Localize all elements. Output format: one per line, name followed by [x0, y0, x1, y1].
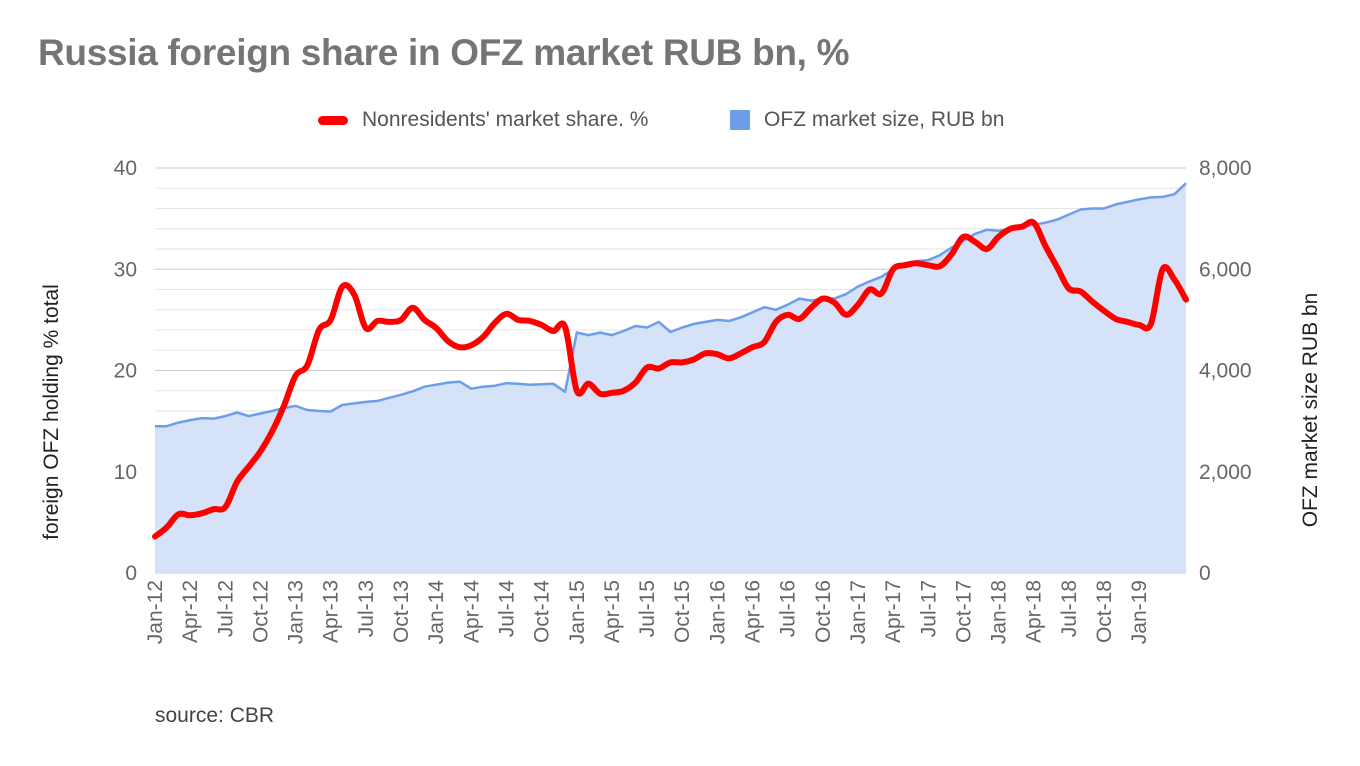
legend-label-market-size: OFZ market size, RUB bn: [764, 108, 1005, 131]
x-axis-ticks: Jan-12 Apr-12 Jul-12 Oct-12 Jan-13 Apr-13 Jul-…: [144, 580, 1151, 645]
x-tick-label: Jul-13: [355, 580, 378, 637]
x-tick-label: Jul-16: [777, 580, 800, 637]
left-tick-label: 40: [114, 157, 137, 180]
market-size-area-fill: [155, 183, 1186, 573]
x-tick-label: Apr-16: [742, 580, 765, 643]
x-tick-label: Apr-17: [882, 580, 905, 643]
x-tick-label: Jan-16: [706, 580, 729, 644]
left-tick-label: 20: [114, 360, 137, 383]
left-tick-label: 30: [114, 258, 137, 281]
x-tick-label: Oct-15: [671, 580, 694, 643]
legend-item-share[interactable]: Nonresidents' market share. %: [318, 100, 648, 140]
source-note: source: CBR: [155, 704, 275, 727]
x-tick-label: Jan-13: [285, 580, 308, 644]
x-tick-label: Oct-17: [952, 580, 975, 643]
left-axis-ticks: 0 10 20 30 40: [114, 157, 137, 585]
x-tick-label: Apr-18: [1023, 580, 1046, 643]
x-tick-label: Jan-15: [566, 580, 589, 644]
x-tick-label: Apr-12: [179, 580, 202, 643]
x-tick-label: Oct-12: [249, 580, 272, 643]
x-tick-label: Jul-12: [214, 580, 237, 637]
x-tick-label: Oct-16: [812, 580, 835, 643]
right-tick-label: 2,000: [1199, 461, 1252, 484]
x-tick-label: Oct-13: [390, 580, 413, 643]
left-tick-label: 10: [114, 461, 137, 484]
left-axis-title: foreign OFZ holding % total: [40, 284, 63, 540]
x-tick-label: Oct-14: [531, 580, 554, 643]
x-tick-label: Apr-15: [601, 580, 624, 643]
legend-label-share: Nonresidents' market share. %: [362, 108, 649, 131]
market-share-line: [152, 218, 1189, 540]
x-tick-label: Jul-14: [496, 580, 519, 638]
right-axis-title: OFZ market size RUB bn: [1299, 293, 1322, 528]
legend-swatch-share: [318, 115, 348, 125]
market-share-line-layer: [152, 218, 1189, 540]
right-axis-ticks: 0 2,000 4,000 6,000 8,000: [1199, 157, 1252, 585]
x-tick-label: Jul-15: [636, 580, 659, 637]
legend-swatch-market-size: [730, 110, 750, 130]
right-tick-label: 8,000: [1199, 157, 1252, 180]
x-tick-label: Apr-14: [460, 580, 483, 643]
x-tick-label: Oct-18: [1093, 580, 1116, 643]
right-tick-label: 0: [1199, 562, 1211, 585]
x-tick-label: Jul-17: [917, 580, 940, 637]
x-tick-label: Jan-19: [1128, 580, 1151, 644]
legend: Nonresidents' market share. % OFZ market…: [0, 100, 1360, 140]
x-tick-label: Jan-12: [144, 580, 167, 644]
x-tick-label: Jan-18: [988, 580, 1011, 644]
x-tick-label: Jan-17: [847, 580, 870, 644]
x-tick-label: Jan-14: [425, 580, 448, 645]
legend-item-market-size[interactable]: OFZ market size, RUB bn: [730, 100, 1004, 140]
right-tick-label: 6,000: [1199, 258, 1252, 281]
x-tick-label: Jul-18: [1058, 580, 1081, 637]
market-size-area-layer: [155, 182, 1187, 573]
right-tick-label: 4,000: [1199, 360, 1252, 383]
x-tick-label: Apr-13: [320, 580, 343, 643]
chart-title: Russia foreign share in OFZ market RUB b…: [38, 32, 850, 73]
left-tick-label: 0: [125, 562, 137, 585]
